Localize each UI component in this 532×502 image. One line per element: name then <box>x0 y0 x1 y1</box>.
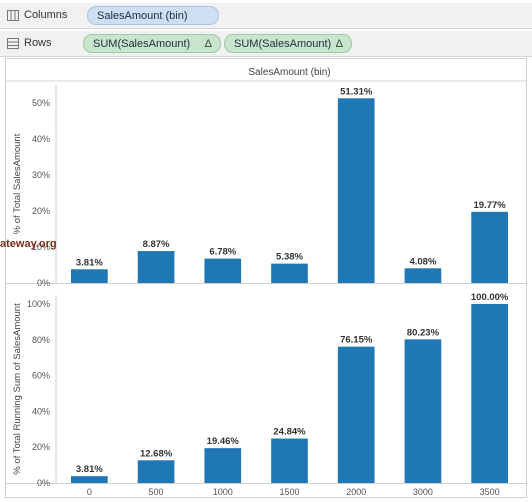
bar-value-label: 24.84% <box>273 427 306 438</box>
y-tick-label: 100% <box>27 299 50 309</box>
rows-pill-sum-salesamount-2[interactable]: SUM(SalesAmount) Δ <box>224 34 352 53</box>
bar-2000 <box>337 98 375 283</box>
y-tick-label: 80% <box>32 335 50 345</box>
bar-value-label: 6.78% <box>209 247 236 258</box>
y-tick-label: 20% <box>32 206 50 216</box>
columns-shelf-icon <box>7 10 19 21</box>
x-tick-label: 0 <box>87 487 92 497</box>
bar-charts: SalesAmount (bin) 0% 10% 20% 30% 40% 50% % of T… <box>6 67 526 497</box>
bar-value-label: 3.81% <box>76 464 103 475</box>
rows-shelf[interactable]: Rows SUM(SalesAmount) Δ SUM(SalesAmount)… <box>0 31 532 57</box>
y-tick-label: 20% <box>32 442 50 452</box>
bar-value-label: 5.38% <box>276 252 303 263</box>
bar-1000 <box>204 258 242 283</box>
bar-0 <box>71 269 108 283</box>
y-tick-label: 50% <box>32 98 50 108</box>
bar-3500 <box>471 211 508 283</box>
bar-value-label: 3.81% <box>76 257 103 268</box>
column-header-title: SalesAmount (bin) <box>248 67 330 78</box>
x-tick-label: 3500 <box>480 487 500 497</box>
table-calc-delta-icon: Δ <box>204 38 212 50</box>
rows-pill-sum-salesamount-1[interactable]: SUM(SalesAmount) Δ <box>83 34 221 53</box>
y-tick-label: 0% <box>37 478 50 488</box>
bar-3000 <box>404 268 442 283</box>
pill-label: SalesAmount (bin) <box>97 10 188 22</box>
bar-value-label: 80.23% <box>407 327 440 338</box>
y-tick-label: 10% <box>32 242 50 252</box>
bar-500 <box>137 460 175 483</box>
rows-shelf-label: Rows <box>24 37 52 49</box>
table-calc-delta-icon: Δ <box>335 38 343 50</box>
bar-3500 <box>471 303 508 483</box>
y-tick-label: 0% <box>37 278 50 288</box>
bar-value-label: 12.68% <box>140 448 173 459</box>
bar-value-label: 8.87% <box>143 239 170 250</box>
y-axis-title: % of Total SalesAmount <box>12 133 23 234</box>
x-tick-label: 2000 <box>346 487 366 497</box>
bar-value-label: 19.46% <box>207 436 240 447</box>
bar-value-label: 76.15% <box>340 335 373 346</box>
pill-label: SUM(SalesAmount) <box>234 38 332 50</box>
watermark-text: ateway.org <box>0 238 57 250</box>
bar-500 <box>137 251 175 283</box>
viz-area: SalesAmount (bin) 0% 10% 20% 30% 40% 50% % of T… <box>5 58 527 498</box>
bar-value-label: 100.00% <box>471 292 509 303</box>
x-tick-label: 1000 <box>213 487 233 497</box>
bar-value-label: 4.08% <box>409 256 436 267</box>
bar-3000 <box>404 339 442 483</box>
y-axis-title: % of Total Running Sum of SalesAmount <box>12 303 23 475</box>
x-tick-label: 3000 <box>413 487 433 497</box>
bar-value-label: 51.31% <box>340 86 373 97</box>
x-tick-label: 1500 <box>279 487 299 497</box>
y-tick-label: 30% <box>32 170 50 180</box>
bar-1000 <box>204 448 242 483</box>
x-tick-label: 500 <box>149 487 164 497</box>
y-tick-label: 40% <box>32 134 50 144</box>
bar-2000 <box>337 346 375 483</box>
pill-label: SUM(SalesAmount) <box>93 38 191 50</box>
bar-1500 <box>271 438 308 483</box>
bar-0 <box>71 476 108 483</box>
y-tick-label: 40% <box>32 406 50 416</box>
rows-shelf-icon <box>7 38 19 49</box>
columns-shelf-label: Columns <box>24 9 68 21</box>
bar-value-label: 19.77% <box>474 200 507 211</box>
bar-1500 <box>271 263 308 283</box>
columns-pill-salesamount-bin[interactable]: SalesAmount (bin) <box>87 6 219 25</box>
y-tick-label: 60% <box>32 371 50 381</box>
columns-shelf[interactable]: Columns SalesAmount (bin) <box>0 3 532 29</box>
